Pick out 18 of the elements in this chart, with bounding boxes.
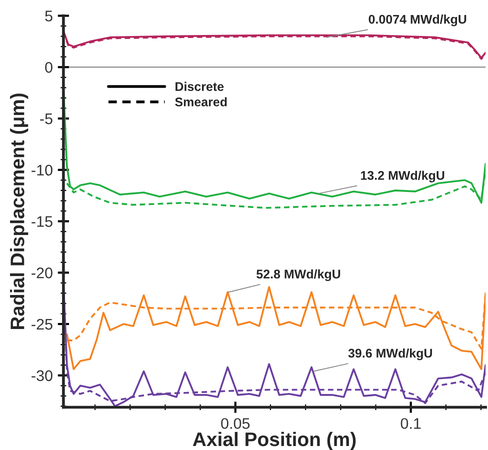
y-tick-label: -10 <box>32 164 52 176</box>
y-axis-title: Radial Displacement (μm) <box>10 94 28 330</box>
y-tick-label: -25 <box>32 318 52 330</box>
x-axis-title: Axial Position (m) <box>192 432 356 450</box>
y-tick-label: -20 <box>32 268 52 278</box>
annotation: 0.0074 MWd/kgU <box>368 14 466 26</box>
y-tick-label: 5 <box>45 10 52 22</box>
x-tick-label: 0.1 <box>400 418 421 429</box>
annotation: 39.6 MWd/kgU <box>348 348 432 360</box>
y-tick-label: -15 <box>32 216 52 227</box>
annotation: Smeared <box>175 97 227 106</box>
y-tick-label: -5 <box>40 114 52 124</box>
annotation: 52.8 MWd/kgU <box>256 269 340 282</box>
annotation: 13.2 MWd/kgU <box>360 170 444 182</box>
x-tick-label: 0.05 <box>221 418 250 429</box>
annotation: Discrete <box>176 82 224 91</box>
y-tick-label: 0 <box>45 62 52 73</box>
y-tick-label: -30 <box>32 370 52 382</box>
